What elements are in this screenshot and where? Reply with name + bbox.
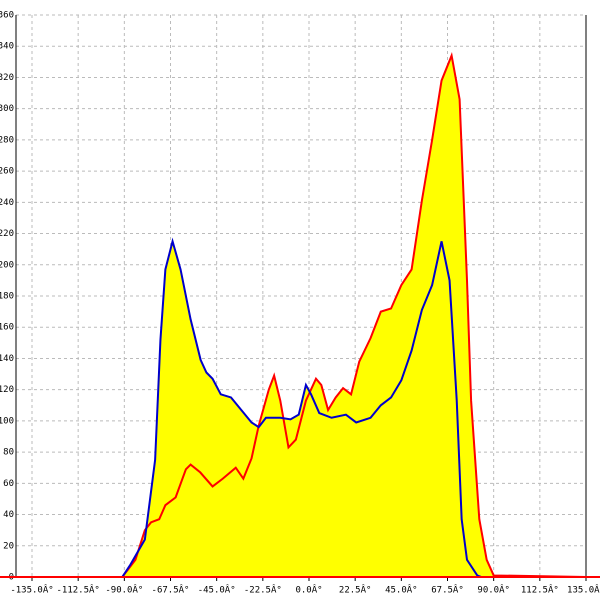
x-tick-label: 112.5Â° bbox=[521, 584, 559, 596]
y-tick-label: 320 bbox=[0, 73, 14, 83]
x-tick-label: 135.0Â° bbox=[567, 584, 600, 596]
x-tick-label: 90.0Â° bbox=[477, 584, 510, 596]
y-tick-label: 60 bbox=[3, 479, 14, 489]
y-tick-label: 220 bbox=[0, 229, 14, 239]
y-tick-label: 360 bbox=[0, 11, 14, 21]
x-tick-label: -45.0Â° bbox=[198, 584, 236, 596]
y-tick-label: 300 bbox=[0, 104, 14, 114]
y-tick-label: 100 bbox=[0, 416, 14, 426]
y-tick-label: 200 bbox=[0, 260, 14, 270]
x-tick-label: 22.5Â° bbox=[339, 584, 372, 596]
y-tick-label: 140 bbox=[0, 354, 14, 364]
x-tick-label: 0.0Â° bbox=[295, 584, 322, 596]
area-fill bbox=[32, 241, 586, 577]
series-line bbox=[32, 237, 586, 578]
y-tick-label: 180 bbox=[0, 292, 14, 302]
x-tick-label: -22.5Â° bbox=[244, 584, 282, 596]
x-tick-label: -135.0Â° bbox=[10, 584, 53, 596]
y-tick-label: 260 bbox=[0, 167, 14, 177]
x-tick-label: -90.0Â° bbox=[105, 584, 143, 596]
y-tick-label: 280 bbox=[0, 135, 14, 145]
y-tick-label: 240 bbox=[0, 198, 14, 208]
series-line bbox=[32, 52, 587, 578]
y-tick-label: 160 bbox=[0, 323, 14, 333]
x-tick-label: -67.5Â° bbox=[152, 584, 190, 596]
y-tick-label: 340 bbox=[0, 42, 14, 52]
y-tick-label: 40 bbox=[3, 510, 14, 520]
x-tick-label: 45.0Â° bbox=[385, 584, 418, 596]
x-tick-label: 67.5Â° bbox=[431, 584, 464, 596]
y-tick-label: 120 bbox=[0, 385, 14, 395]
x-tick-label: -112.5Â° bbox=[56, 584, 99, 596]
y-tick-label: 80 bbox=[3, 448, 14, 458]
y-tick-label: 20 bbox=[3, 541, 14, 551]
